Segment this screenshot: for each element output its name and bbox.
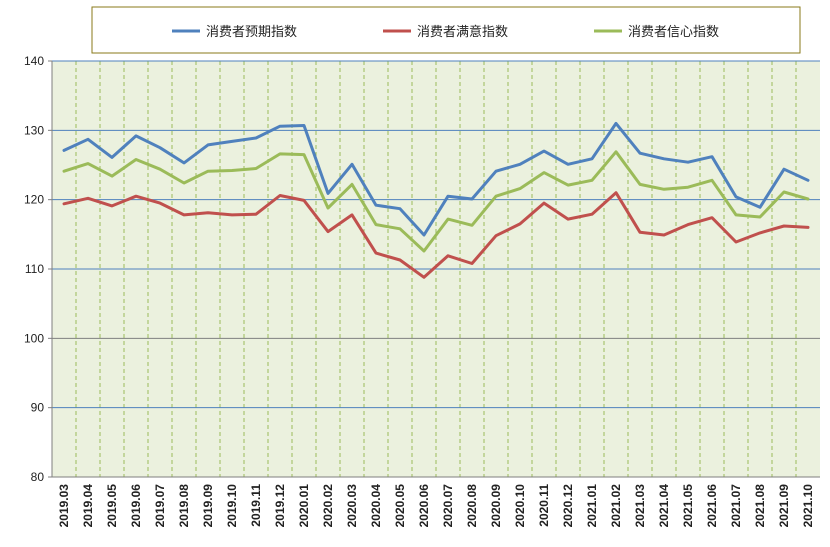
x-tick-label: 2021.09 xyxy=(777,484,791,528)
x-tick-label: 2019.05 xyxy=(105,484,119,528)
x-tick-label: 2020.03 xyxy=(345,484,359,528)
series-line xyxy=(62,191,810,279)
y-tick-label: 80 xyxy=(31,470,45,484)
y-tick-label: 140 xyxy=(24,54,44,68)
x-tick-label: 2021.04 xyxy=(657,484,671,528)
x-tick-label: 2019.06 xyxy=(129,484,143,528)
legend-label: 消费者满意指数 xyxy=(417,24,508,40)
x-tick-label: 2019.12 xyxy=(273,484,287,528)
x-tick-label: 2019.11 xyxy=(249,484,263,527)
y-axis-ticks: 80 90 100 110 120 130 140 xyxy=(24,54,52,484)
series-layer xyxy=(62,121,810,279)
legend-box xyxy=(91,6,801,54)
x-tick-label: 2019.08 xyxy=(177,484,191,528)
legend-label: 消费者信心指数 xyxy=(628,25,719,40)
x-tick-label: 2021.03 xyxy=(633,484,647,528)
x-axis-ticks: 2019.03 2019.04 2019.05 2019.06 2019.07 2019.… xyxy=(57,484,815,528)
x-tick-label: 2021.07 xyxy=(729,484,743,528)
x-tick-label: 2020.09 xyxy=(489,484,503,528)
y-tick-label: 130 xyxy=(24,123,44,137)
x-tick-label: 2019.09 xyxy=(201,484,215,528)
x-tick-label: 2020.05 xyxy=(393,484,407,528)
y-tick-label: 90 xyxy=(31,401,45,415)
x-tick-label: 2021.06 xyxy=(705,484,719,528)
x-tick-label: 2021.02 xyxy=(609,484,623,528)
x-tick-label: 2020.02 xyxy=(321,484,335,528)
x-tick-label: 2021.08 xyxy=(753,484,767,528)
x-tick-label: 2019.10 xyxy=(225,484,239,528)
x-tick-label: 2019.03 xyxy=(57,484,71,528)
x-tick-label: 2021.01 xyxy=(585,484,599,528)
x-tick-label: 2020.08 xyxy=(465,484,479,528)
x-tick-label: 2020.04 xyxy=(369,484,383,528)
x-tick-label: 2020.10 xyxy=(513,484,527,528)
x-tick-label: 2019.07 xyxy=(153,484,167,528)
x-tick-label: 2020.01 xyxy=(297,484,311,528)
legend-label: 消费者预期指数 xyxy=(206,25,297,40)
x-tick-label: 2020.11 xyxy=(537,484,551,527)
x-tick-label: 2021.05 xyxy=(681,484,695,528)
x-tick-label: 2020.07 xyxy=(441,484,455,528)
y-tick-label: 110 xyxy=(25,262,44,276)
series-line xyxy=(62,121,810,237)
x-tick-label: 2021.10 xyxy=(801,484,815,528)
x-tick-label: 2020.12 xyxy=(561,484,575,528)
series-line xyxy=(62,150,810,253)
legend: 消费者预期指数 消费者满意指数 消费者信心指数 xyxy=(91,6,801,54)
horizontal-gridlines xyxy=(52,129,820,409)
x-tick-label: 2020.06 xyxy=(417,484,431,528)
x-tick-label: 2019.04 xyxy=(81,484,95,528)
y-tick-label: 100 xyxy=(24,331,44,345)
y-tick-label: 120 xyxy=(24,193,44,207)
